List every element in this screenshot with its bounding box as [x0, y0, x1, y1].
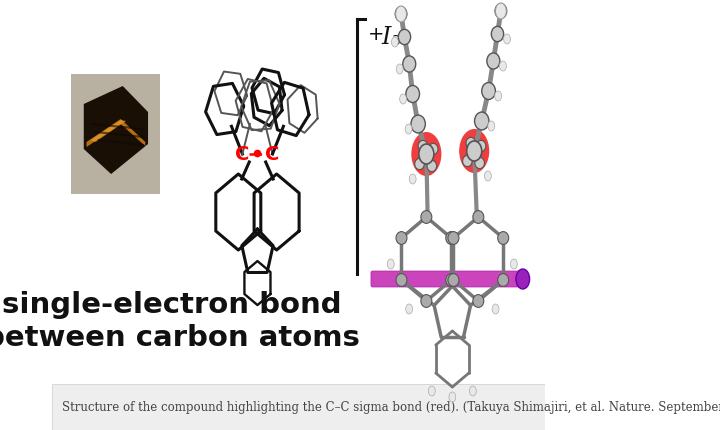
Text: −: − — [397, 24, 412, 42]
Ellipse shape — [396, 232, 407, 245]
Ellipse shape — [466, 138, 476, 149]
Ellipse shape — [396, 274, 407, 287]
Ellipse shape — [495, 5, 507, 19]
Polygon shape — [91, 121, 126, 143]
FancyBboxPatch shape — [53, 384, 544, 430]
Ellipse shape — [475, 158, 485, 169]
Ellipse shape — [500, 62, 506, 72]
Ellipse shape — [473, 211, 484, 224]
Ellipse shape — [446, 232, 456, 245]
Text: 3: 3 — [392, 34, 401, 48]
Ellipse shape — [406, 86, 420, 103]
Text: C: C — [265, 145, 279, 164]
Ellipse shape — [474, 113, 489, 131]
Ellipse shape — [400, 95, 407, 105]
Ellipse shape — [498, 232, 508, 245]
Polygon shape — [86, 120, 145, 147]
Ellipse shape — [428, 144, 438, 155]
Ellipse shape — [387, 259, 395, 269]
Ellipse shape — [448, 232, 459, 245]
Ellipse shape — [405, 125, 412, 135]
Ellipse shape — [482, 83, 495, 100]
Ellipse shape — [421, 211, 432, 224]
Ellipse shape — [503, 35, 510, 45]
FancyBboxPatch shape — [71, 75, 161, 194]
Text: +: + — [367, 25, 384, 44]
Ellipse shape — [395, 7, 407, 23]
Ellipse shape — [462, 156, 472, 167]
Ellipse shape — [469, 386, 476, 396]
Ellipse shape — [428, 386, 436, 396]
Text: Structure of the compound highlighting the C–C sigma bond (red). (Takuya Shimaji: Structure of the compound highlighting t… — [62, 401, 720, 414]
Ellipse shape — [402, 57, 415, 73]
Ellipse shape — [427, 161, 436, 172]
Ellipse shape — [516, 269, 530, 289]
Ellipse shape — [495, 92, 502, 102]
Ellipse shape — [411, 116, 426, 134]
Ellipse shape — [418, 141, 428, 152]
Ellipse shape — [449, 392, 456, 402]
Ellipse shape — [421, 295, 432, 308]
Ellipse shape — [485, 172, 491, 181]
Ellipse shape — [498, 274, 508, 287]
Ellipse shape — [487, 54, 500, 70]
Ellipse shape — [492, 304, 499, 314]
Ellipse shape — [415, 159, 424, 170]
Circle shape — [459, 130, 490, 174]
Ellipse shape — [448, 274, 459, 287]
Ellipse shape — [488, 122, 495, 132]
Ellipse shape — [510, 259, 517, 269]
Ellipse shape — [476, 141, 486, 152]
Ellipse shape — [495, 4, 506, 20]
Ellipse shape — [419, 144, 434, 165]
Text: I: I — [381, 26, 390, 49]
Ellipse shape — [398, 30, 410, 46]
Text: single-electron bond: single-electron bond — [2, 290, 342, 318]
Ellipse shape — [409, 175, 416, 184]
Ellipse shape — [395, 8, 407, 22]
Polygon shape — [84, 87, 148, 175]
Ellipse shape — [473, 295, 484, 308]
Ellipse shape — [392, 38, 398, 48]
Ellipse shape — [396, 65, 403, 75]
Ellipse shape — [491, 27, 503, 43]
Text: between carbon atoms: between carbon atoms — [0, 323, 360, 351]
Ellipse shape — [467, 141, 482, 162]
Circle shape — [411, 133, 441, 177]
Text: C: C — [235, 145, 250, 164]
Ellipse shape — [446, 274, 456, 287]
FancyBboxPatch shape — [371, 271, 518, 287]
Ellipse shape — [405, 304, 413, 314]
